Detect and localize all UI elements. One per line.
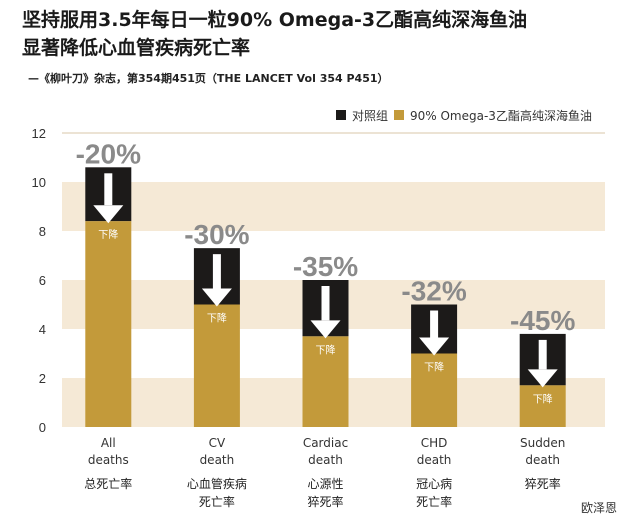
down-arrow-head-icon bbox=[93, 205, 124, 224]
x-label-en: death bbox=[308, 453, 343, 467]
x-label-en: death bbox=[417, 453, 452, 467]
reduction-percent: -32% bbox=[401, 276, 466, 307]
x-label-en: Cardiac bbox=[303, 436, 348, 450]
x-axis-labels: All deaths 总死亡率 CV death 心血管疾病死亡率 Cardiac death… bbox=[84, 436, 565, 509]
arrow-label: 下降 bbox=[207, 312, 227, 325]
down-arrow-head-icon bbox=[310, 320, 341, 339]
arrow-label: 下降 bbox=[533, 392, 553, 405]
bar-treatment bbox=[519, 385, 566, 427]
reduction-percent: -20% bbox=[76, 138, 141, 169]
y-tick-label: 6 bbox=[39, 273, 46, 288]
title-line-1: 坚持服用3.5年每日一粒90% Omega-3乙酯高纯深海鱼油 bbox=[22, 9, 528, 31]
y-tick-label: 2 bbox=[39, 371, 46, 386]
x-label-zh: 总死亡率 bbox=[84, 476, 132, 491]
bar-treatment bbox=[85, 221, 132, 427]
x-label-zh: 心血管疾病 bbox=[187, 476, 247, 491]
title-line-2: 显著降低心血管疾病死亡率 bbox=[22, 37, 251, 59]
y-tick-label: 0 bbox=[39, 420, 46, 435]
down-arrow-icon bbox=[212, 254, 221, 289]
down-arrow-head-icon bbox=[527, 369, 558, 388]
x-label-zh: 猝死率 bbox=[525, 476, 561, 491]
x-label-en: CHD bbox=[421, 436, 448, 450]
down-arrow-icon bbox=[104, 173, 113, 206]
watermark-text: 欧泽恩 bbox=[580, 501, 617, 515]
x-label-zh: 冠心病 bbox=[416, 476, 452, 491]
y-tick-label: 4 bbox=[39, 322, 46, 337]
legend-swatch-treatment bbox=[394, 110, 404, 120]
bar-treatment bbox=[193, 304, 240, 427]
y-tick-label: 10 bbox=[32, 175, 46, 190]
y-axis: 0 2 4 6 8 10 12 bbox=[32, 126, 46, 435]
down-arrow-icon bbox=[430, 310, 439, 338]
bars: 下降 -20% 下降 -30% 下降 -35% 下降 -32% 下降 -45% bbox=[76, 138, 575, 427]
legend-label-control: 对照组 bbox=[352, 109, 388, 123]
reduction-percent: -45% bbox=[510, 305, 575, 336]
down-arrow-icon bbox=[538, 339, 547, 370]
chart-title: 坚持服用3.5年每日一粒90% Omega-3乙酯高纯深海鱼油 显著降低心血管疾… bbox=[22, 6, 527, 62]
x-label-zh: 死亡率 bbox=[416, 494, 452, 509]
x-label-en: Sudden bbox=[520, 436, 565, 450]
x-label-en: CV bbox=[209, 436, 226, 450]
x-label-zh: 猝死率 bbox=[307, 494, 343, 509]
reduction-percent: -30% bbox=[184, 219, 249, 250]
x-label-zh: 心源性 bbox=[307, 477, 343, 491]
x-label-en: deaths bbox=[88, 453, 129, 467]
down-arrow-head-icon bbox=[201, 288, 232, 307]
down-arrow-icon bbox=[321, 286, 330, 321]
legend-swatch-control bbox=[336, 110, 346, 120]
x-label-en: All bbox=[101, 436, 116, 450]
bar-treatment bbox=[302, 336, 349, 427]
reduction-percent: -35% bbox=[293, 251, 358, 282]
y-tick-label: 12 bbox=[32, 126, 46, 141]
down-arrow-head-icon bbox=[419, 337, 450, 356]
legend: 对照组 90% Omega-3乙酯高纯深海鱼油 bbox=[336, 108, 592, 123]
x-label-zh: 死亡率 bbox=[199, 494, 235, 509]
bar-treatment bbox=[411, 353, 458, 427]
y-tick-label: 8 bbox=[39, 224, 46, 239]
arrow-label: 下降 bbox=[424, 361, 444, 374]
arrow-label: 下降 bbox=[316, 343, 336, 356]
x-label-en: death bbox=[200, 453, 235, 467]
background-band bbox=[62, 182, 605, 231]
arrow-label: 下降 bbox=[98, 228, 118, 241]
legend-label-treatment: 90% Omega-3乙酯高纯深海鱼油 bbox=[410, 108, 592, 123]
x-label-en: death bbox=[525, 453, 560, 467]
source-citation: —《柳叶刀》杂志，第354期451页（THE LANCET Vol 354 P4… bbox=[28, 72, 389, 85]
